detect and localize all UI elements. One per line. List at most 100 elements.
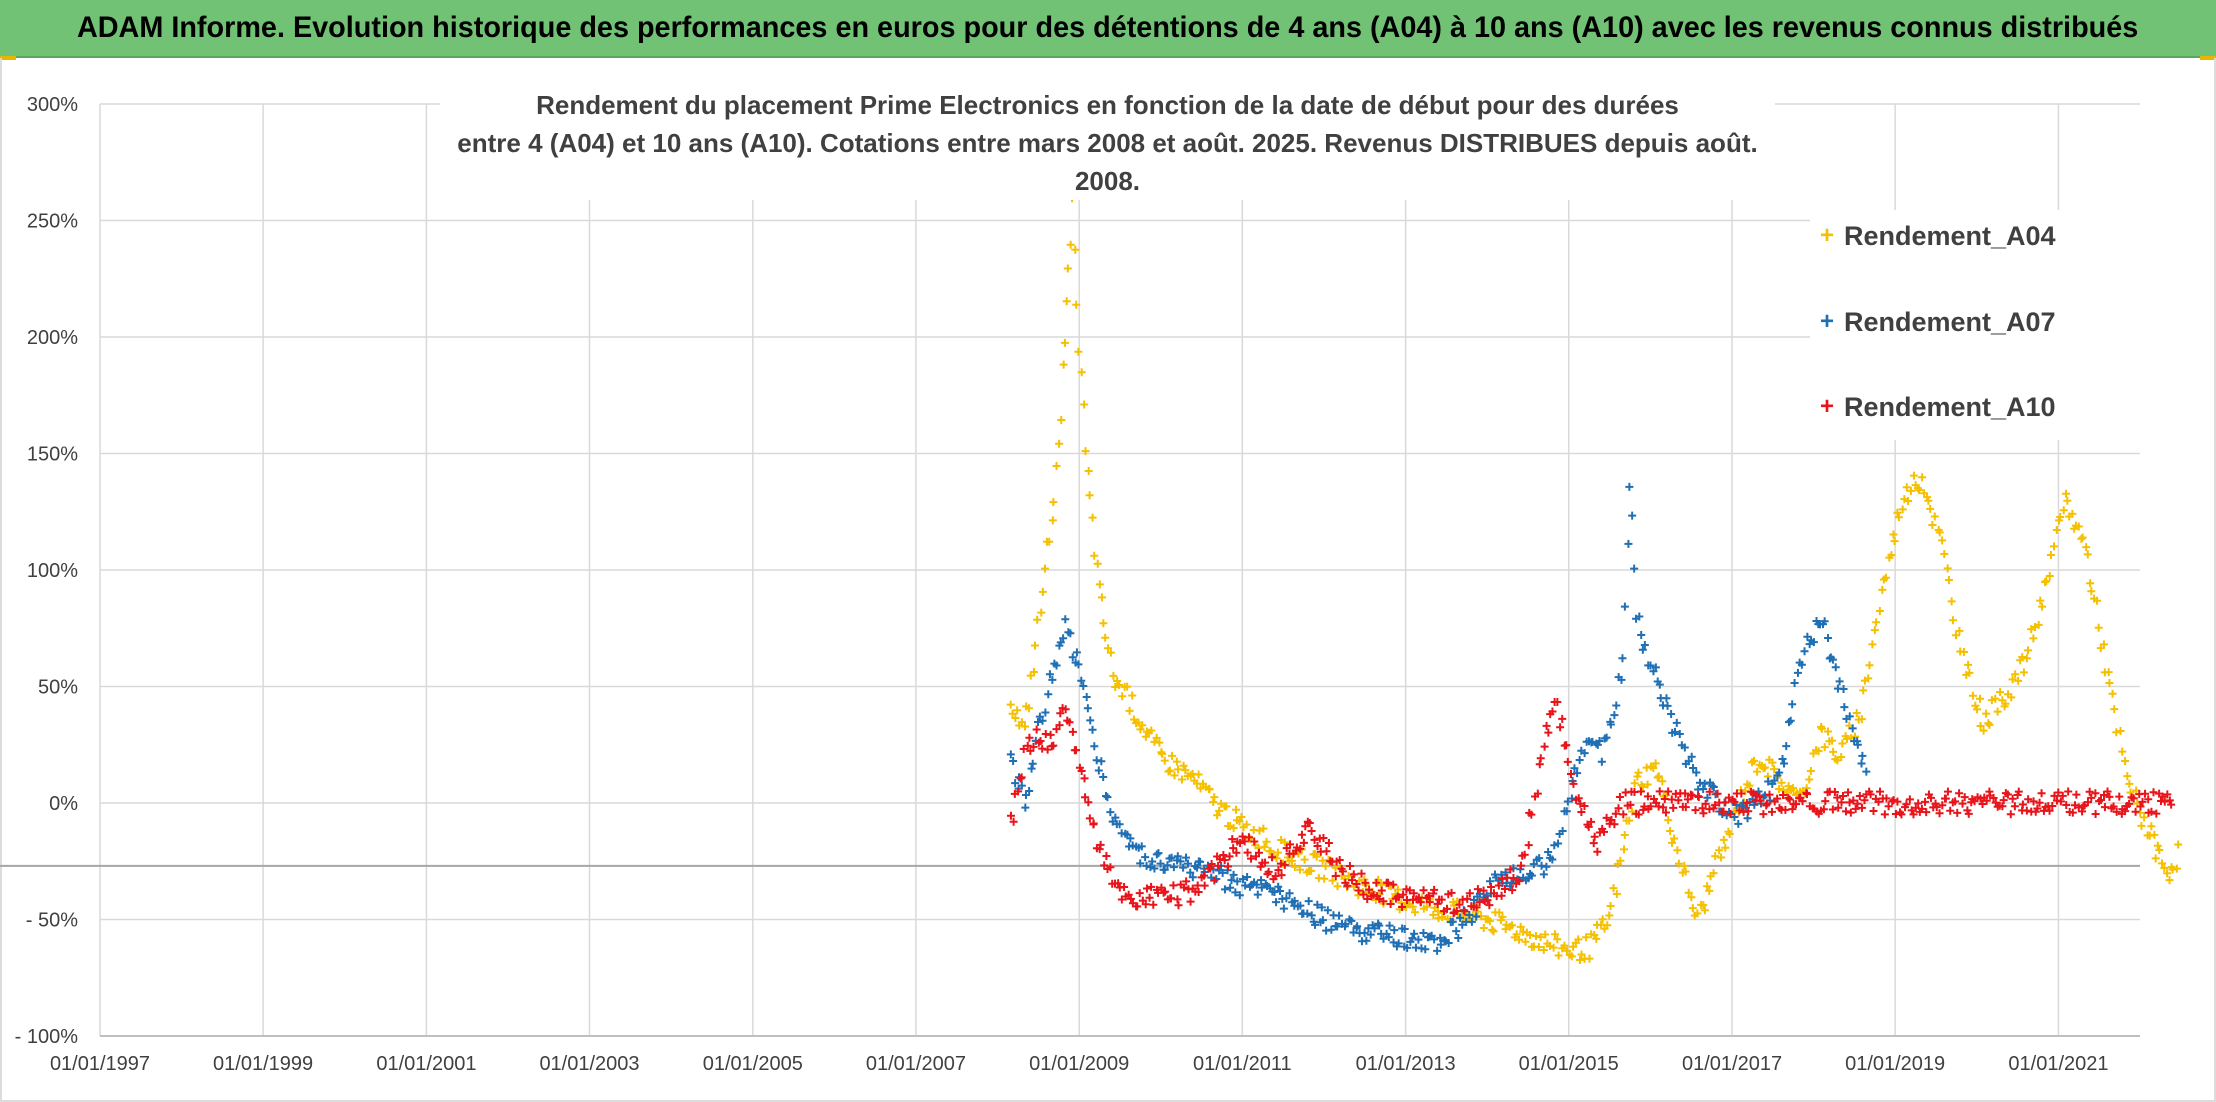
data-point: [1566, 770, 1575, 779]
data-point: [1333, 922, 1342, 931]
data-point: [1456, 913, 1465, 922]
data-point: [1296, 901, 1305, 910]
data-point: [1839, 685, 1848, 694]
data-point: [1750, 800, 1759, 809]
data-point: [1174, 901, 1183, 910]
data-point: [1013, 706, 1022, 715]
data-point: [1781, 805, 1790, 814]
data-point: [1180, 883, 1189, 892]
y-tick-label: 100%: [27, 560, 78, 582]
data-point: [1598, 915, 1607, 924]
data-point: [1539, 946, 1548, 955]
data-point: [1115, 820, 1124, 829]
data-point: [1036, 737, 1045, 746]
data-point: [1303, 909, 1312, 918]
data-point: [1958, 799, 1967, 808]
data-point: [1638, 645, 1647, 654]
data-point: [1061, 615, 1070, 624]
data-point: [1136, 859, 1145, 868]
data-point: [1536, 754, 1545, 763]
data-point: [1111, 813, 1120, 822]
data-point: [1232, 848, 1241, 857]
data-point: [1701, 799, 1710, 808]
data-point: [1646, 802, 1655, 811]
data-point: [2034, 620, 2043, 629]
data-point: [1205, 785, 1214, 794]
data-point: [1689, 764, 1698, 773]
data-point: [1524, 841, 1533, 850]
data-point: [1893, 797, 1902, 806]
data-point: [2094, 623, 2103, 632]
data-point: [1304, 897, 1313, 906]
data-point: [2037, 789, 2046, 798]
data-point: [1072, 300, 1081, 309]
data-point: [1260, 842, 1269, 851]
data-point: [2104, 668, 2113, 677]
data-point: [2100, 803, 2109, 812]
data-point: [1711, 801, 1720, 810]
data-point: [1020, 722, 1029, 731]
data-point: [1280, 838, 1289, 847]
data-point: [2138, 797, 2147, 806]
data-point: [1841, 807, 1850, 816]
data-point: [1138, 721, 1147, 730]
data-point: [1553, 935, 1562, 944]
data-point: [1467, 917, 1476, 926]
chart-title-line-1: Rendement du placement Prime Electronics…: [536, 90, 1679, 120]
data-point: [2153, 841, 2162, 850]
data-point: [1150, 864, 1159, 873]
data-point: [2018, 652, 2027, 661]
data-point: [1984, 719, 1993, 728]
data-point: [1674, 859, 1683, 868]
data-point: [1831, 663, 1840, 672]
data-point: [1991, 694, 2000, 703]
data-point: [1664, 787, 1673, 796]
data-point: [1310, 835, 1319, 844]
data-point: [1703, 882, 1712, 891]
data-point: [1377, 886, 1386, 895]
data-point: [1549, 943, 1558, 952]
data-point: [1784, 793, 1793, 802]
data-point: [1567, 794, 1576, 803]
data-point: [1687, 752, 1696, 761]
data-point: [2118, 747, 2127, 756]
legend-label-a10: Rendement_A10: [1844, 391, 2056, 422]
legend-marker-a07: +: [1819, 308, 1834, 335]
data-point: [1628, 807, 1637, 816]
data-point: [2129, 794, 2138, 803]
data-point: [1941, 794, 1950, 803]
data-point: [1400, 924, 1409, 933]
data-point: [1433, 946, 1442, 955]
data-point: [1681, 789, 1690, 798]
data-point: [1719, 807, 1728, 816]
data-point: [1029, 668, 1038, 677]
data-point: [1880, 810, 1889, 819]
data-point: [1048, 516, 1057, 525]
data-point: [2056, 513, 2065, 522]
data-point: [1109, 671, 1118, 680]
data-point: [2155, 846, 2164, 855]
data-point: [2174, 840, 2183, 849]
data-point: [1244, 833, 1253, 842]
chart-title: Rendement du placement Prime Electronics…: [440, 86, 1775, 200]
data-point: [2121, 757, 2130, 766]
data-point: [1011, 779, 1020, 788]
data-point: [2045, 806, 2054, 815]
data-point: [1593, 847, 1602, 856]
data-point: [1693, 909, 1702, 918]
data-point: [1259, 824, 1268, 833]
data-point: [1788, 700, 1797, 709]
data-point: [2083, 798, 2092, 807]
data-point: [2068, 509, 2077, 518]
data-point: [1595, 736, 1604, 745]
data-point: [1206, 864, 1215, 873]
data-point: [2109, 802, 2118, 811]
data-point: [1756, 796, 1765, 805]
data-point: [1264, 867, 1273, 876]
data-point: [1403, 943, 1412, 952]
data-point: [1035, 712, 1044, 721]
data-point: [1541, 930, 1550, 939]
data-point: [1250, 837, 1259, 846]
data-point: [1705, 787, 1714, 796]
data-point: [1575, 956, 1584, 965]
